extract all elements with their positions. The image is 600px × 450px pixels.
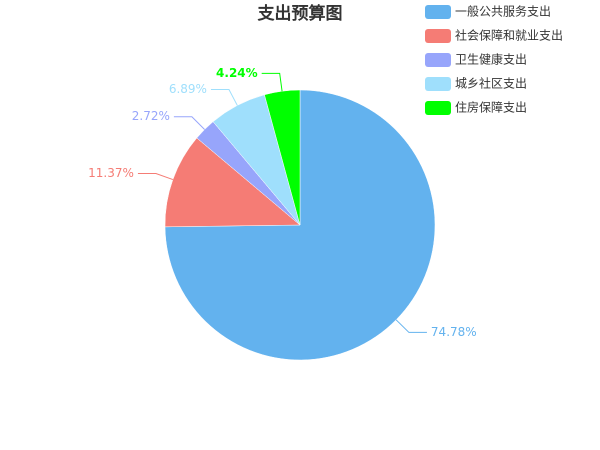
legend-label[interactable]: 一般公共服务支出	[455, 4, 551, 19]
legend-swatch[interactable]	[425, 53, 451, 67]
data-label: 4.24%	[216, 66, 258, 80]
pie-slice	[264, 89, 301, 226]
leader-line	[210, 88, 238, 106]
data-label: 2.72%	[132, 109, 170, 123]
data-label: 74.78%	[431, 325, 477, 339]
legend-swatch[interactable]	[425, 101, 451, 115]
legend-swatch[interactable]	[425, 5, 451, 19]
legend-label[interactable]: 社会保障和就业支出	[455, 28, 563, 43]
leader-line	[395, 319, 427, 333]
leader-line	[261, 72, 283, 92]
data-label: 6.89%	[169, 82, 207, 96]
leader-line	[137, 172, 174, 181]
leader-line	[173, 116, 205, 130]
legend-swatch[interactable]	[425, 77, 451, 91]
data-label: 11.37%	[88, 166, 134, 180]
legend-label[interactable]: 城乡社区支出	[455, 76, 527, 91]
legend-label[interactable]: 住房保障支出	[455, 100, 527, 115]
legend-swatch[interactable]	[425, 29, 451, 43]
chart-title: 支出预算图	[258, 3, 343, 24]
legend-label[interactable]: 卫生健康支出	[455, 52, 527, 67]
